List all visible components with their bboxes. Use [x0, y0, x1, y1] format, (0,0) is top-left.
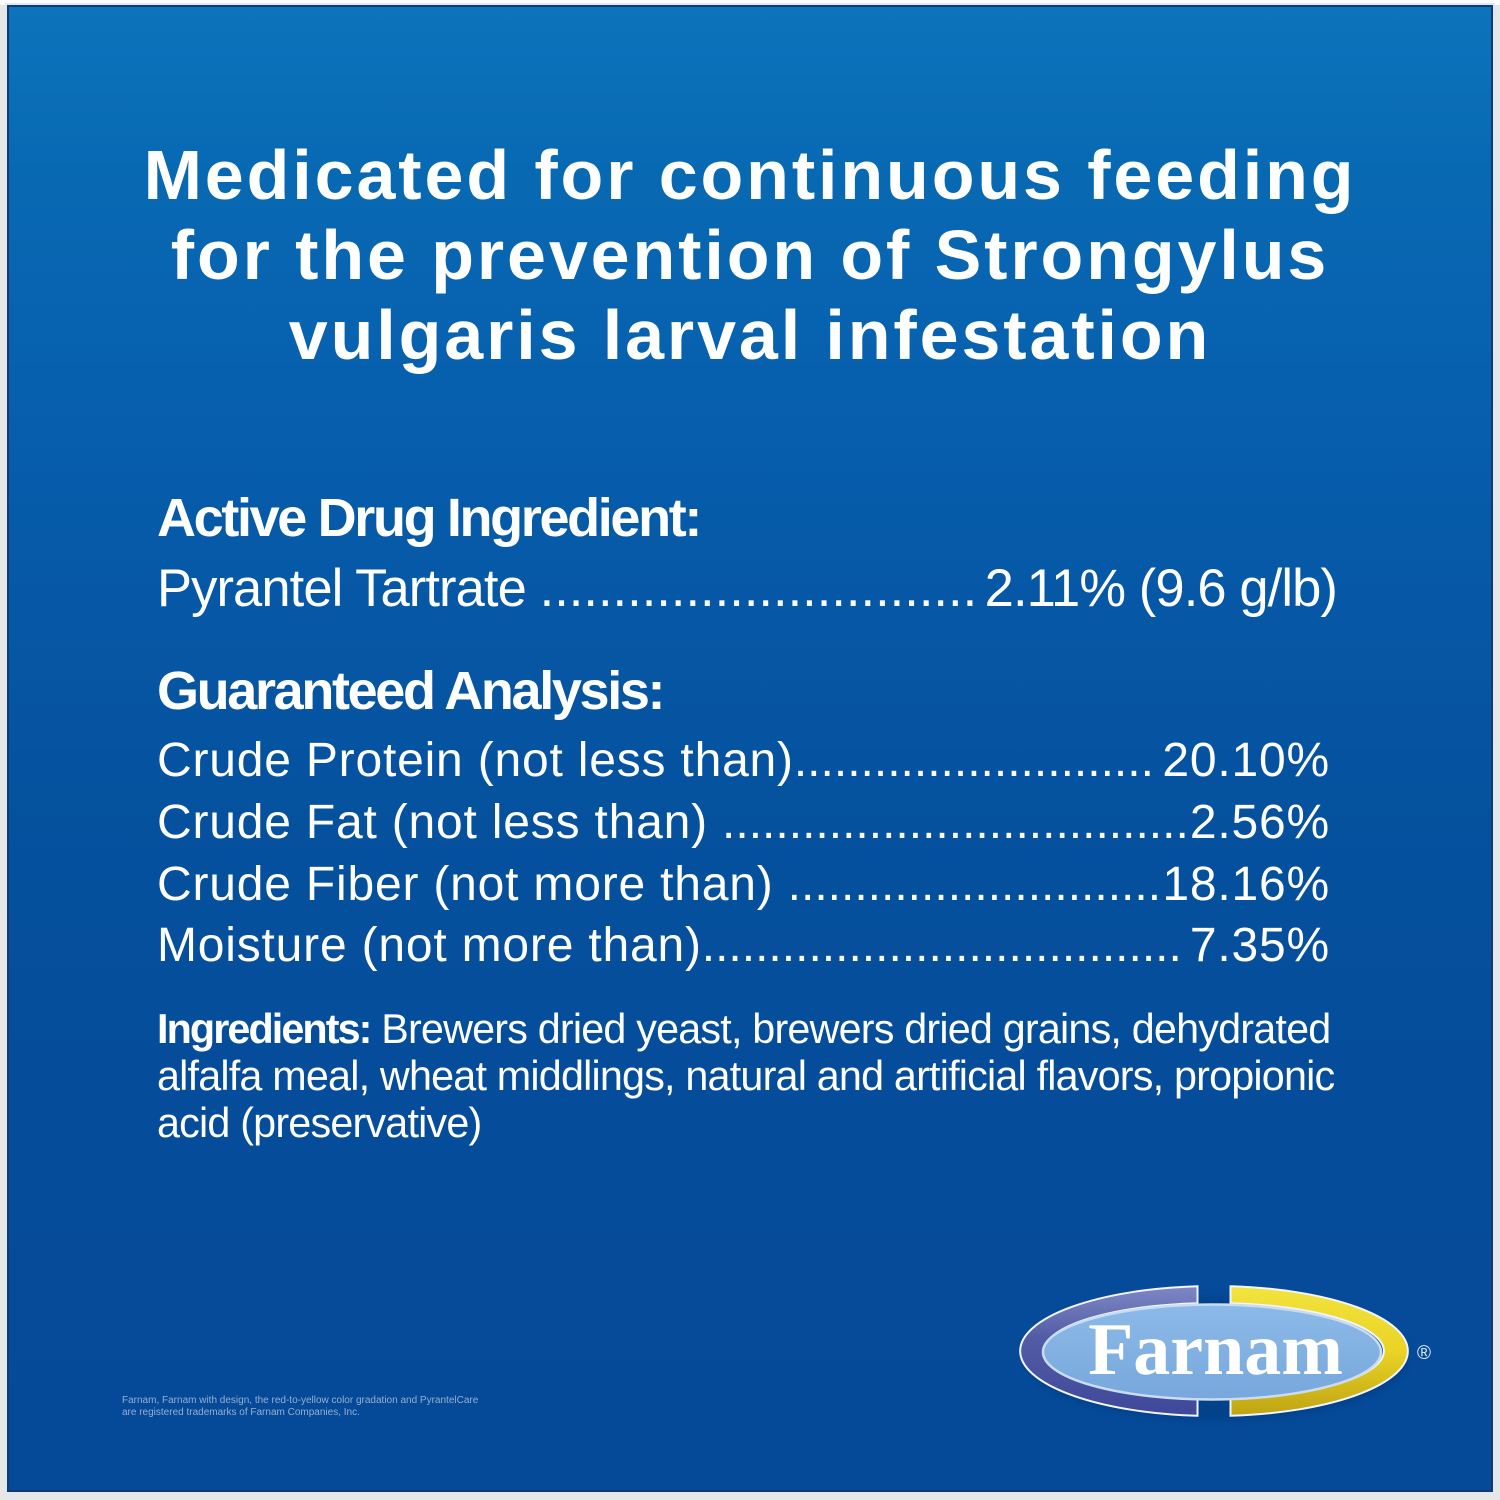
svg-text:®: ®	[1417, 1343, 1431, 1364]
svg-text:Farnam: Farnam	[1088, 1309, 1343, 1391]
